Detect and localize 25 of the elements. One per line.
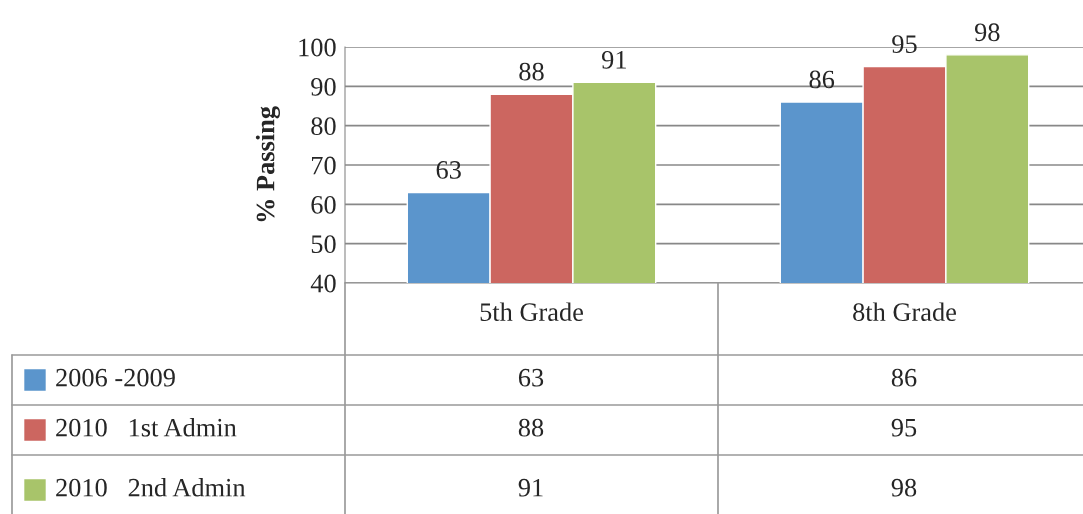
text: 95	[891, 418, 917, 437]
text: 88	[518, 418, 544, 437]
text: 91	[518, 478, 543, 497]
legend-label: 2006 -2009	[56, 368, 175, 387]
y-tick-label: 60	[311, 195, 336, 214]
x-tick-label: 8th Grade	[853, 302, 956, 322]
data-label: 63	[436, 161, 461, 179]
data-label: 88	[519, 62, 544, 81]
text: 86	[891, 368, 917, 387]
y-tick-label: 80	[311, 117, 336, 136]
data-label: 98	[974, 23, 1000, 42]
text: 63	[518, 368, 544, 387]
y-tick-label: 40	[310, 274, 336, 293]
y-tick-label: 70	[312, 156, 336, 175]
data-label: 91	[601, 50, 626, 69]
text: 98	[891, 478, 917, 497]
data-label: 86	[809, 70, 835, 89]
legend-label: 2010 1st Admin	[56, 418, 237, 437]
x-tick-label: 5th Grade	[480, 302, 583, 322]
y-axis-title: % Passing	[255, 106, 280, 222]
data-label: 95	[892, 35, 917, 53]
legend-label: 2010 2nd Admin	[56, 478, 246, 497]
y-tick-label: 90	[311, 77, 336, 96]
y-tick-label: 100	[299, 38, 336, 57]
y-tick-label: 50	[311, 235, 336, 254]
